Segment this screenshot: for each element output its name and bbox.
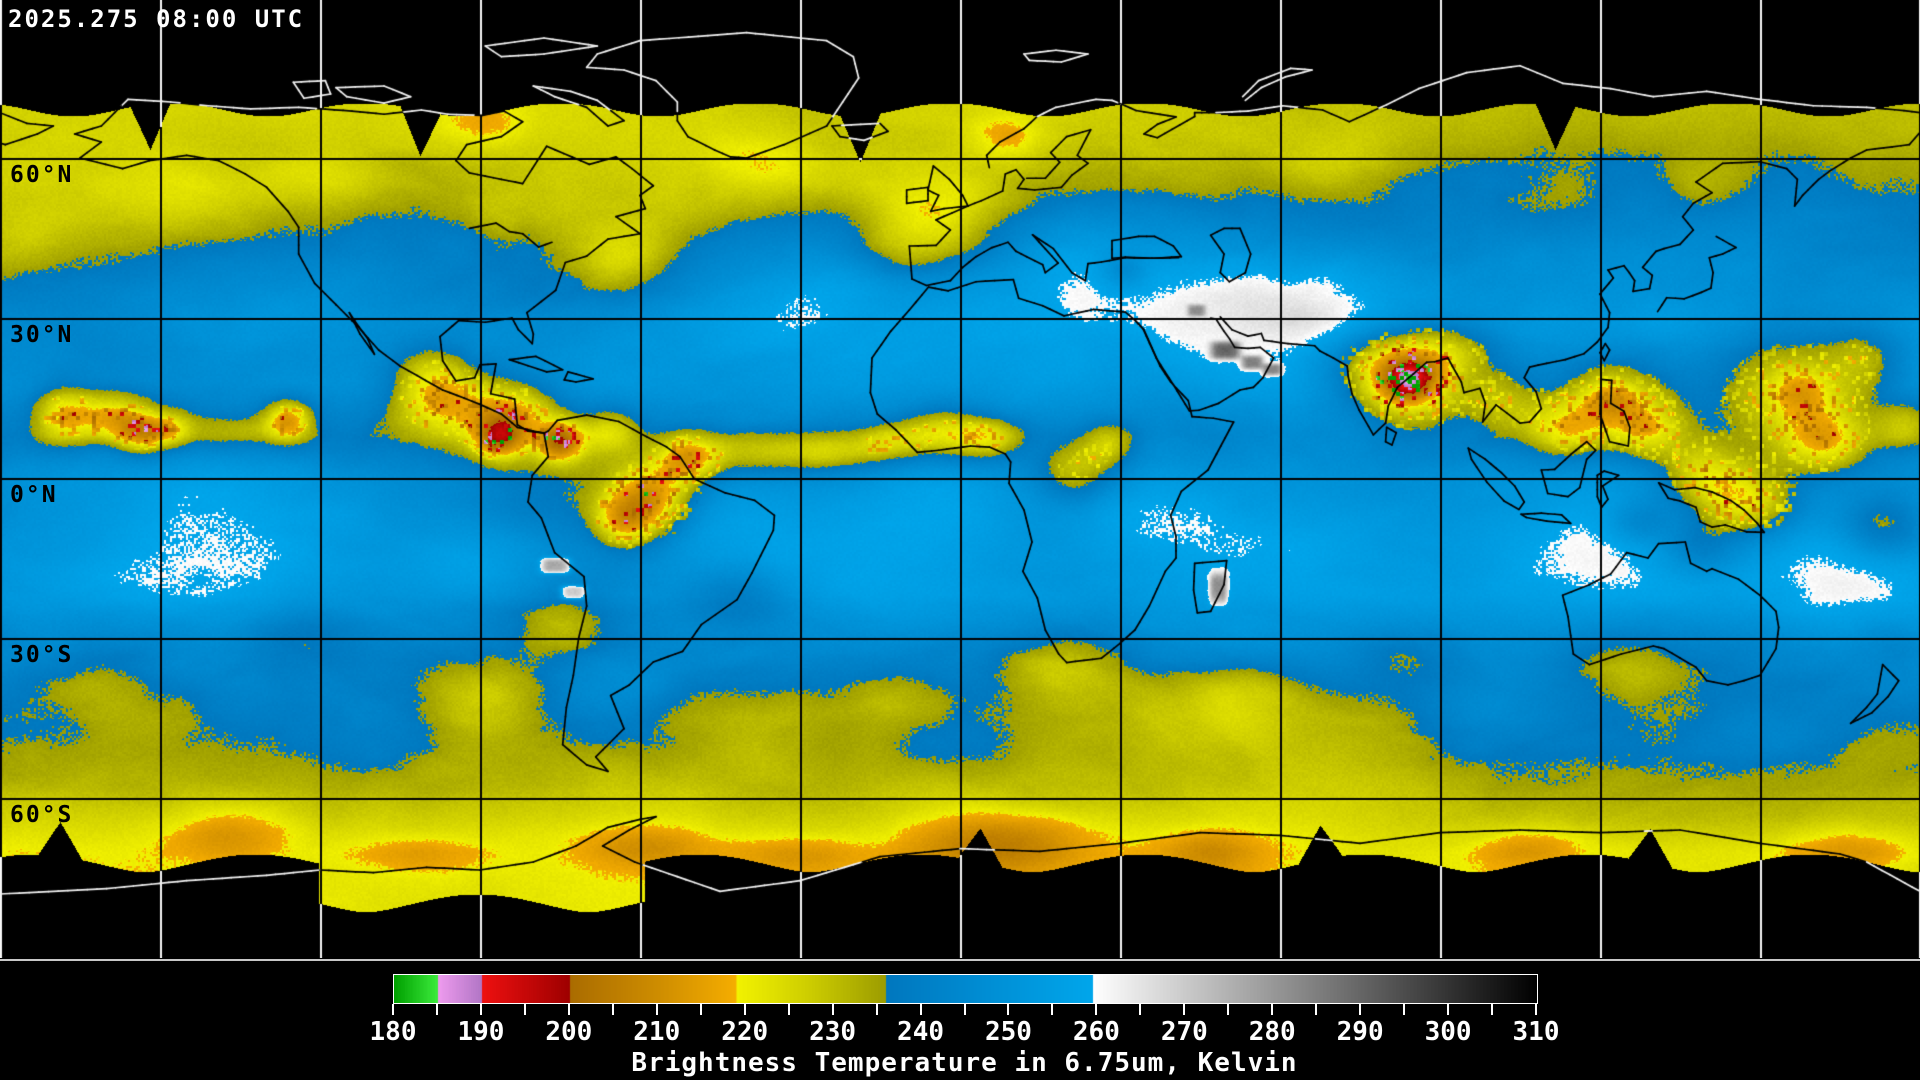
colorbar-tick-label: 260	[1072, 1017, 1120, 1047]
colorbar-tick-label: 230	[809, 1017, 857, 1047]
colorbar-tick	[1183, 1004, 1186, 1015]
latitude-label: 0°N	[10, 482, 58, 508]
colorbar-tick-label: 300	[1424, 1017, 1472, 1047]
colorbar-tick	[743, 1004, 746, 1015]
colorbar-tick	[1403, 1004, 1406, 1015]
colorbar-tick-label: 200	[545, 1017, 593, 1047]
colorbar-tick	[567, 1004, 570, 1015]
latitude-label: 60°S	[10, 802, 74, 828]
colorbar-tick-label: 240	[897, 1017, 945, 1047]
colorbar-caption: Brightness Temperature in 6.75um, Kelvin	[631, 1048, 1298, 1078]
colorbar-tick-label: 290	[1336, 1017, 1384, 1047]
colorbar-tick	[1095, 1004, 1098, 1015]
colorbar-tick-label: 190	[457, 1017, 505, 1047]
colorbar-tick	[1139, 1004, 1142, 1015]
brightness-temperature-field	[0, 0, 1920, 958]
satellite-map: 2025.275 08:00 UTC 60°N 30°N 0°N 30°S 60°S	[0, 0, 1920, 958]
colorbar-tick	[523, 1004, 526, 1015]
colorbar	[393, 974, 1538, 1004]
colorbar-tick-label: 210	[633, 1017, 681, 1047]
latitude-label: 30°S	[10, 642, 74, 668]
colorbar-tick	[479, 1004, 482, 1015]
colorbar-tick-label: 250	[984, 1017, 1032, 1047]
colorbar-legend: Brightness Temperature in 6.75um, Kelvin…	[0, 961, 1920, 1080]
colorbar-tick	[1007, 1004, 1010, 1015]
colorbar-tick	[1051, 1004, 1054, 1015]
colorbar-tick-label: 280	[1248, 1017, 1296, 1047]
latitude-label: 30°N	[10, 322, 74, 348]
colorbar-tick	[787, 1004, 790, 1015]
colorbar-tick	[1315, 1004, 1318, 1015]
timestamp-label: 2025.275 08:00 UTC	[8, 5, 305, 33]
colorbar-tick-label: 180	[369, 1017, 417, 1047]
colorbar-tick	[1535, 1004, 1537, 1015]
colorbar-tick-label: 270	[1160, 1017, 1208, 1047]
colorbar-tick	[611, 1004, 614, 1015]
colorbar-tick	[875, 1004, 878, 1015]
colorbar-tick	[919, 1004, 922, 1015]
colorbar-tick	[435, 1004, 438, 1015]
colorbar-tick	[699, 1004, 702, 1015]
colorbar-tick	[1227, 1004, 1230, 1015]
colorbar-tick	[1447, 1004, 1450, 1015]
colorbar-tick	[1271, 1004, 1274, 1015]
colorbar-tick	[963, 1004, 966, 1015]
colorbar-tick	[655, 1004, 658, 1015]
colorbar-tick-label: 220	[721, 1017, 769, 1047]
latitude-label: 60°N	[10, 162, 74, 188]
colorbar-tick	[1491, 1004, 1494, 1015]
colorbar-tick	[1359, 1004, 1362, 1015]
map-legend-divider	[0, 959, 1920, 961]
colorbar-tick	[831, 1004, 834, 1015]
colorbar-tick	[392, 1004, 394, 1015]
colorbar-tick-label: 310	[1512, 1017, 1560, 1047]
